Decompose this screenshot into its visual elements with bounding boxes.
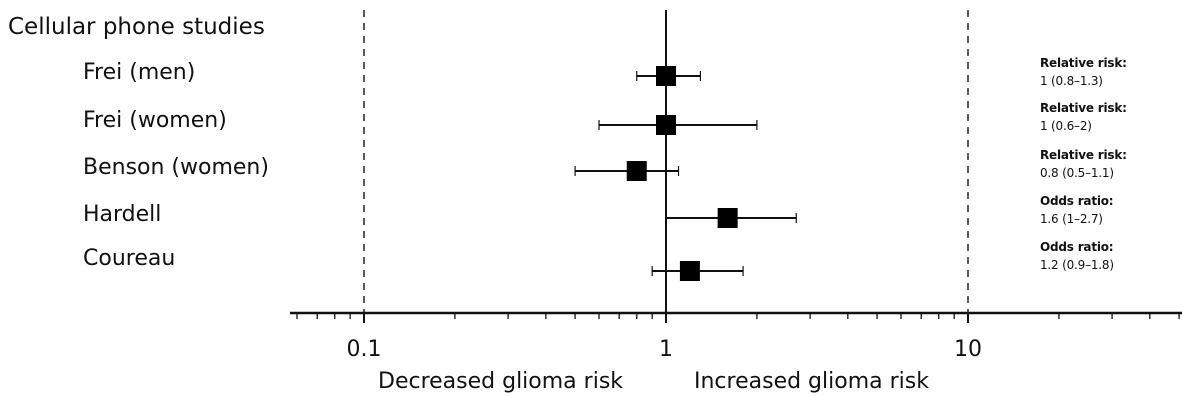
increased-risk-label: Increased glioma risk	[694, 369, 929, 394]
x-tick-label: 0.1	[347, 337, 382, 362]
estimate-benson-women: Relative risk: 0.8 (0.5–1.1)	[1040, 146, 1127, 182]
study-label-frei-women: Frei (women)	[83, 108, 227, 133]
estimate-measure: Relative risk:	[1040, 56, 1127, 70]
estimate-measure: Relative risk:	[1040, 148, 1127, 162]
point-estimate	[656, 66, 676, 86]
estimate-coureau: Odds ratio: 1.2 (0.9–1.8)	[1040, 238, 1114, 274]
estimate-frei-men: Relative risk: 1 (0.8–1.3)	[1040, 54, 1127, 90]
decreased-risk-label: Decreased glioma risk	[378, 369, 624, 394]
estimate-measure: Odds ratio:	[1040, 194, 1114, 208]
x-tick-label: 1	[659, 337, 673, 362]
estimate-measure: Odds ratio:	[1040, 240, 1114, 254]
estimate-value: 0.8 (0.5–1.1)	[1040, 166, 1114, 180]
study-label-hardell: Hardell	[83, 202, 162, 227]
study-label-frei-men: Frei (men)	[83, 60, 196, 85]
x-tick-label: 10	[954, 337, 982, 362]
estimate-value: 1 (0.6–2)	[1040, 119, 1092, 133]
study-label-coureau: Coureau	[83, 246, 176, 271]
estimate-value: 1.2 (0.9–1.8)	[1040, 258, 1114, 272]
estimate-hardell: Odds ratio: 1.6 (1–2.7)	[1040, 192, 1114, 228]
estimate-value: 1.6 (1–2.7)	[1040, 212, 1103, 226]
point-estimate	[679, 261, 700, 281]
point-estimate	[656, 115, 676, 135]
estimate-measure: Relative risk:	[1040, 101, 1127, 115]
section-title: Cellular phone studies	[8, 14, 265, 40]
estimate-frei-women: Relative risk: 1 (0.6–2)	[1040, 99, 1127, 135]
study-label-benson-women: Benson (women)	[83, 155, 269, 180]
point-estimate	[626, 161, 647, 181]
point-estimate	[717, 208, 738, 228]
estimate-value: 1 (0.8–1.3)	[1040, 74, 1103, 88]
